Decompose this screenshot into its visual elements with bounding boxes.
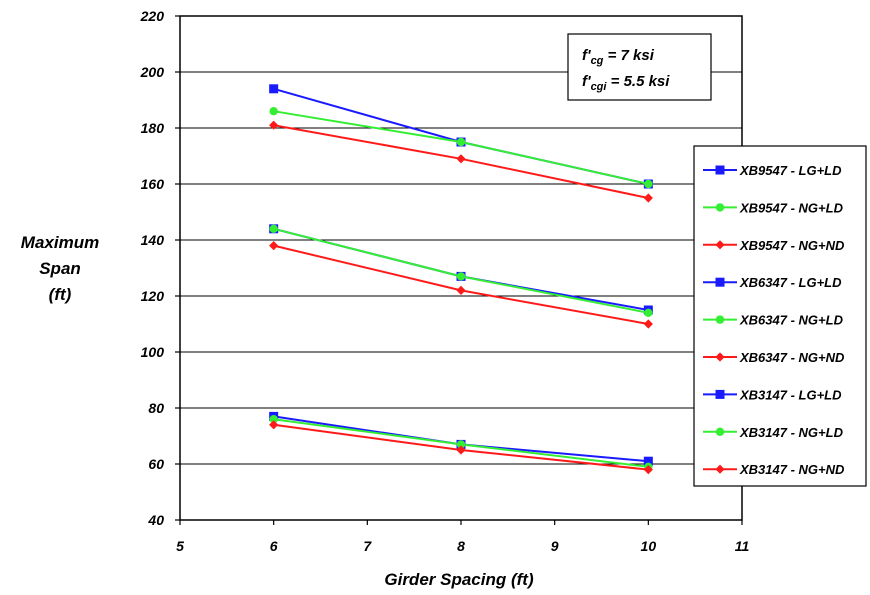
legend-marker — [715, 464, 725, 474]
data-point — [643, 465, 653, 475]
data-point — [644, 308, 653, 317]
x-tick-label: 6 — [270, 538, 278, 554]
y-axis-title-line3: (ft) — [49, 285, 72, 304]
data-point — [456, 154, 466, 164]
data-point — [269, 120, 279, 130]
data-point — [269, 224, 278, 233]
legend-label: XB3147 - LG+LD — [739, 387, 842, 402]
series-line — [273, 110, 649, 185]
legend-item: XB6347 - NG+LD — [703, 313, 844, 328]
data-point — [269, 420, 279, 430]
series-line — [273, 87, 649, 185]
series-2 — [269, 120, 653, 203]
data-point — [269, 241, 279, 251]
legend-item: XB3147 - NG+LD — [703, 425, 844, 440]
data-point — [456, 445, 466, 455]
annotation-line2-base: f' — [582, 73, 591, 90]
data-point — [269, 107, 278, 116]
x-axis-title: Girder Spacing (ft) — [384, 570, 534, 589]
legend-marker — [715, 427, 725, 436]
series-line — [273, 244, 649, 325]
series-8 — [269, 420, 653, 475]
legend-item: XB9547 - LG+LD — [703, 163, 842, 178]
y-tick-label: 60 — [148, 456, 164, 472]
legend-label: XB6347 - NG+ND — [739, 350, 845, 365]
data-point — [456, 285, 466, 295]
y-axis-title-line1: Maximum — [21, 233, 99, 252]
data-point — [269, 84, 279, 94]
legend-marker — [715, 165, 725, 175]
series-6 — [269, 411, 653, 466]
series-4 — [269, 224, 653, 317]
series-5 — [269, 241, 653, 329]
x-tick-label: 7 — [363, 538, 372, 554]
annotation-line1-sub: cg — [591, 55, 604, 67]
legend-marker — [715, 352, 725, 362]
legend-label: XB9547 - LG+LD — [739, 163, 842, 178]
annotation-line2: f'cgi = 5.5 ksi — [582, 73, 670, 93]
x-tick-label: 9 — [551, 538, 559, 554]
legend-label: XB9547 - NG+ND — [739, 238, 845, 253]
x-tick-label: 5 — [176, 538, 184, 554]
legend-marker — [715, 315, 725, 324]
legend-marker — [715, 277, 725, 287]
y-tick-label: 40 — [147, 512, 164, 528]
annotation-line1-rest: = 7 ksi — [603, 47, 654, 64]
legend-marker — [715, 240, 725, 250]
gridlines — [180, 71, 742, 465]
data-point — [269, 415, 278, 424]
series-3 — [269, 224, 653, 315]
data-point — [456, 137, 466, 147]
y-tick-label: 160 — [141, 176, 165, 192]
series-1 — [269, 107, 653, 189]
legend-item: XB3147 - LG+LD — [703, 387, 842, 402]
y-tick-label: 140 — [141, 232, 165, 248]
legend-label: XB3147 - NG+ND — [739, 462, 845, 477]
annotation-line1-base: f' — [582, 47, 591, 64]
x-tick-label: 8 — [457, 538, 465, 554]
x-tick-label: 10 — [641, 538, 657, 554]
data-point — [643, 193, 653, 203]
y-tick-label: 200 — [140, 64, 165, 80]
legend-item: XB6347 - LG+LD — [703, 275, 842, 290]
y-axis-title-line2: Span — [39, 259, 81, 278]
y-axis-ticks: 40 60 80 100 120 140 160 180 200 220 — [140, 8, 180, 528]
legend-label: XB9547 - NG+LD — [739, 200, 844, 215]
data-point — [644, 179, 653, 189]
y-tick-label: 80 — [148, 400, 164, 416]
series-line — [273, 227, 649, 311]
data-point — [456, 272, 466, 281]
legend-label: XB3147 - NG+LD — [739, 425, 844, 440]
y-tick-label: 120 — [141, 288, 165, 304]
annotation-line1: f'cg = 7 ksi — [582, 47, 655, 67]
data-point — [643, 319, 653, 329]
annotation-line2-sub: cgi — [591, 81, 608, 93]
y-tick-label: 100 — [141, 344, 165, 360]
annotation-line2-rest: = 5.5 ksi — [606, 73, 670, 90]
y-tick-label: 180 — [141, 120, 165, 136]
data-point — [456, 440, 466, 449]
x-tick-label: 11 — [735, 538, 750, 554]
y-tick-label: 220 — [140, 8, 165, 24]
legend-marker — [715, 203, 725, 212]
legend-marker — [715, 389, 725, 399]
x-axis-ticks: 5 6 7 8 9 10 11 — [176, 520, 749, 554]
legend-item: XB6347 - NG+ND — [703, 350, 845, 365]
legend-label: XB6347 - LG+LD — [739, 275, 842, 290]
legend: XB9547 - LG+LD XB9547 - NG+LD XB9547 - NG+… — [693, 145, 867, 487]
series-layer — [269, 84, 653, 475]
legend-item: XB9547 - NG+ND — [703, 238, 845, 253]
legend-label: XB6347 - NG+LD — [739, 313, 844, 328]
annotation-box: f'cg = 7 ksi f'cgi = 5.5 ksi — [567, 33, 712, 101]
legend-item: XB3147 - NG+ND — [703, 462, 845, 477]
legend-item: XB9547 - NG+LD — [703, 200, 844, 215]
